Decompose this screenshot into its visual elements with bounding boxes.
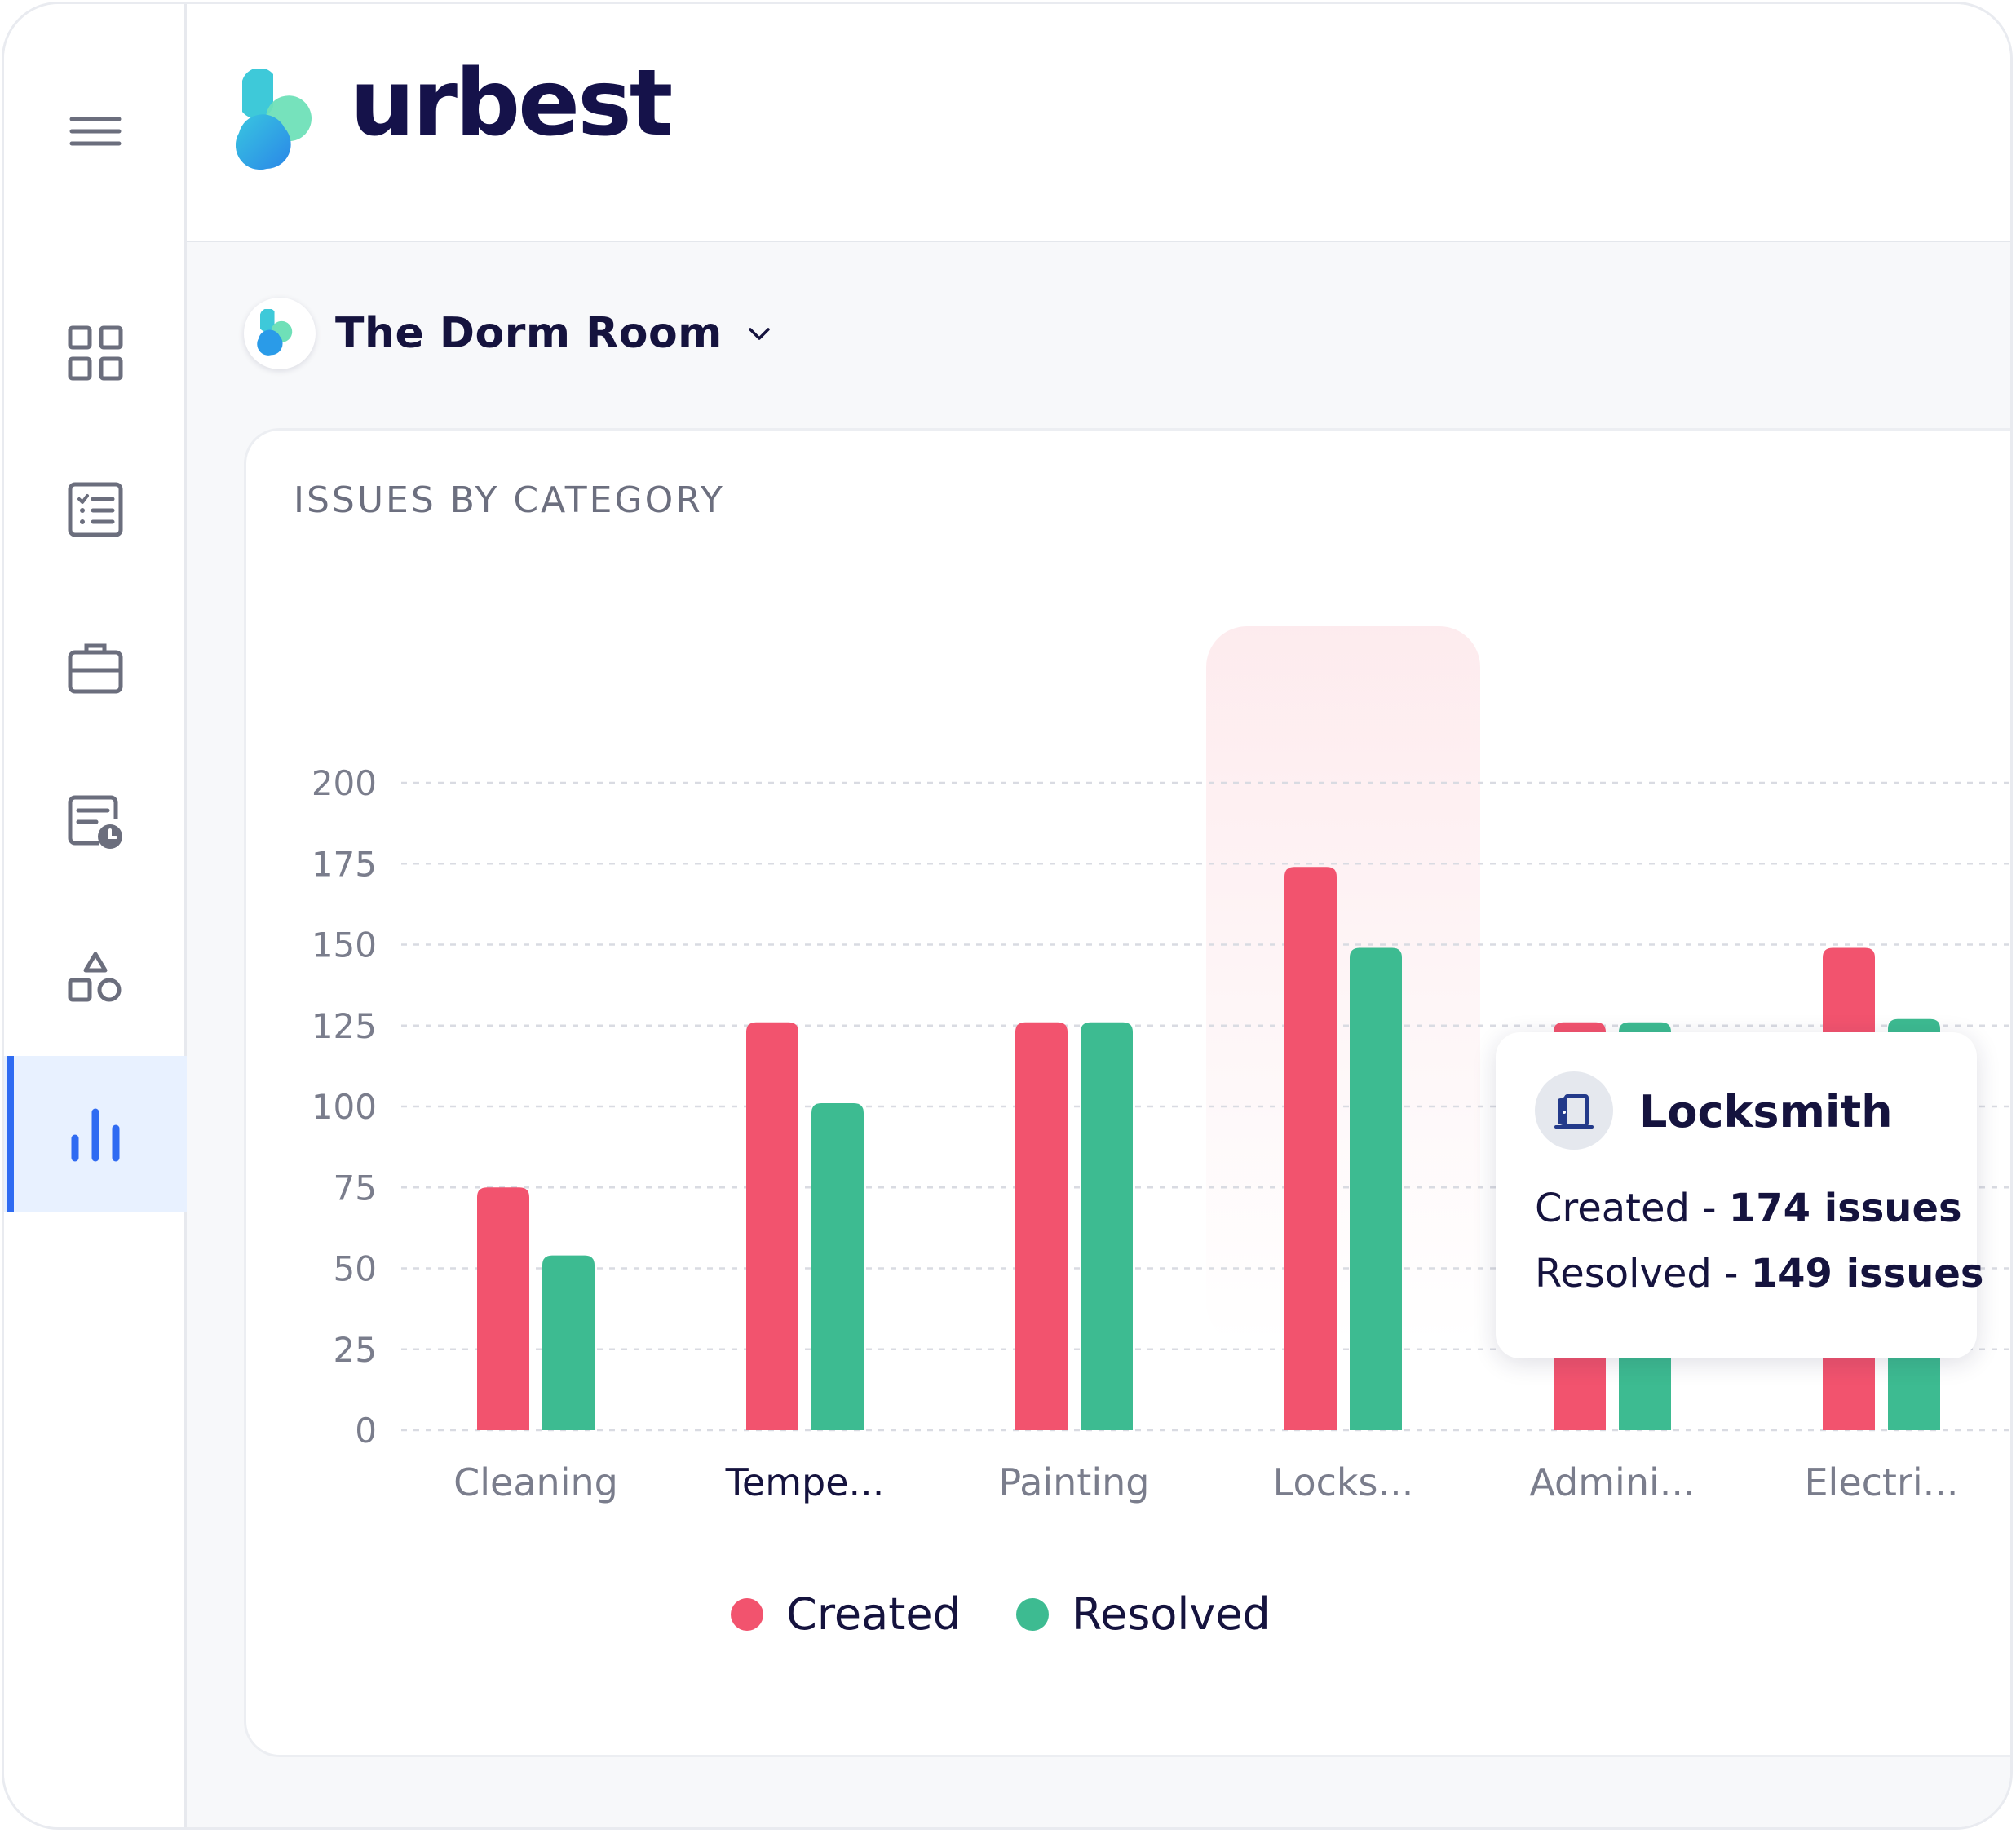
bar-resolved (1350, 947, 1402, 1430)
shapes-icon (68, 952, 122, 1002)
tooltip-resolved-value: 149 issues (1750, 1251, 1984, 1296)
tooltip-resolved-label: Resolved - (1535, 1251, 1751, 1296)
tooltip-title: Locksmith (1639, 1086, 1893, 1137)
x-tick-label: Cleaning (453, 1460, 618, 1504)
tooltip-icon-wrapper (1535, 1071, 1613, 1150)
bar-resolved (1081, 1022, 1133, 1430)
y-tick-label: 150 (312, 925, 377, 965)
location-selector[interactable]: The Dorm Room (244, 294, 773, 373)
bar-resolved (542, 1255, 595, 1430)
grid-icon (68, 325, 123, 381)
x-tick-label: Admini... (1529, 1460, 1695, 1504)
door-icon (1554, 1094, 1594, 1129)
chevron-down-icon (749, 328, 770, 340)
x-tick-label: Locks... (1273, 1460, 1414, 1504)
bar-created (1015, 1022, 1068, 1430)
sidebar-item-tasks[interactable] (4, 461, 187, 559)
brand-name: urbest (350, 51, 673, 157)
checklist-icon (68, 482, 123, 537)
y-tick-label: 100 (312, 1087, 377, 1127)
sidebar-item-history[interactable] (4, 774, 187, 872)
x-tick-label: Electri... (1804, 1460, 1958, 1504)
hamburger-menu-icon (69, 117, 122, 146)
y-tick-label: 0 (355, 1411, 377, 1451)
y-tick-label: 25 (334, 1330, 377, 1370)
location-avatar (244, 298, 316, 369)
tooltip-created-label: Created - (1535, 1186, 1729, 1231)
y-tick-label: 200 (312, 763, 377, 803)
bar-chart-icon (71, 1108, 120, 1162)
chart-tooltip: Locksmith Created - 174 issues Resolved … (1496, 1032, 1983, 1358)
bar-resolved (811, 1103, 864, 1430)
x-tick-label: Tempe... (725, 1460, 885, 1504)
chart-legend: Created Resolved (246, 1588, 1755, 1640)
sidebar-item-analytics[interactable] (4, 1056, 187, 1212)
legend-label-resolved: Resolved (1071, 1588, 1271, 1640)
legend-dot-created (731, 1597, 764, 1631)
legend-dot-resolved (1015, 1597, 1049, 1631)
card-title: ISSUES BY CATEGORY (294, 479, 725, 521)
top-bar: urbest (187, 4, 2010, 243)
y-tick-label: 75 (334, 1168, 377, 1208)
bar-created (1284, 867, 1337, 1430)
tooltip-resolved-row: Resolved - 149 issues (1535, 1251, 1983, 1296)
menu-button[interactable] (4, 82, 187, 180)
urbest-logo-icon (236, 69, 312, 170)
legend-item-created[interactable]: Created (731, 1588, 961, 1640)
main-content: The Dorm Room ISSUES BY CATEGORY 0 25 50 75… (187, 242, 2010, 1827)
issues-by-category-card: ISSUES BY CATEGORY 0 25 50 75 100 125 150 175 20… (244, 428, 2010, 1757)
bar-created (746, 1022, 798, 1430)
legend-item-resolved[interactable]: Resolved (1015, 1588, 1271, 1640)
highlight-column (1206, 626, 1480, 1344)
y-tick-label: 50 (334, 1249, 377, 1289)
legend-label-created: Created (786, 1588, 961, 1640)
location-name: The Dorm Room (335, 309, 723, 358)
tooltip-created-row: Created - 174 issues (1535, 1186, 1962, 1231)
sidebar (4, 4, 187, 1827)
report-clock-icon (68, 795, 122, 849)
sidebar-item-jobs[interactable] (4, 619, 187, 717)
y-tick-label: 175 (312, 844, 377, 884)
sidebar-item-dashboard[interactable] (4, 304, 187, 402)
x-tick-label: Painting (999, 1460, 1150, 1504)
y-tick-label: 125 (312, 1006, 377, 1046)
briefcase-icon (68, 643, 123, 694)
sidebar-item-assets[interactable] (4, 930, 187, 1028)
tooltip-created-value: 174 issues (1728, 1186, 1962, 1231)
bar-created (477, 1187, 529, 1430)
location-logo-icon (257, 309, 293, 356)
